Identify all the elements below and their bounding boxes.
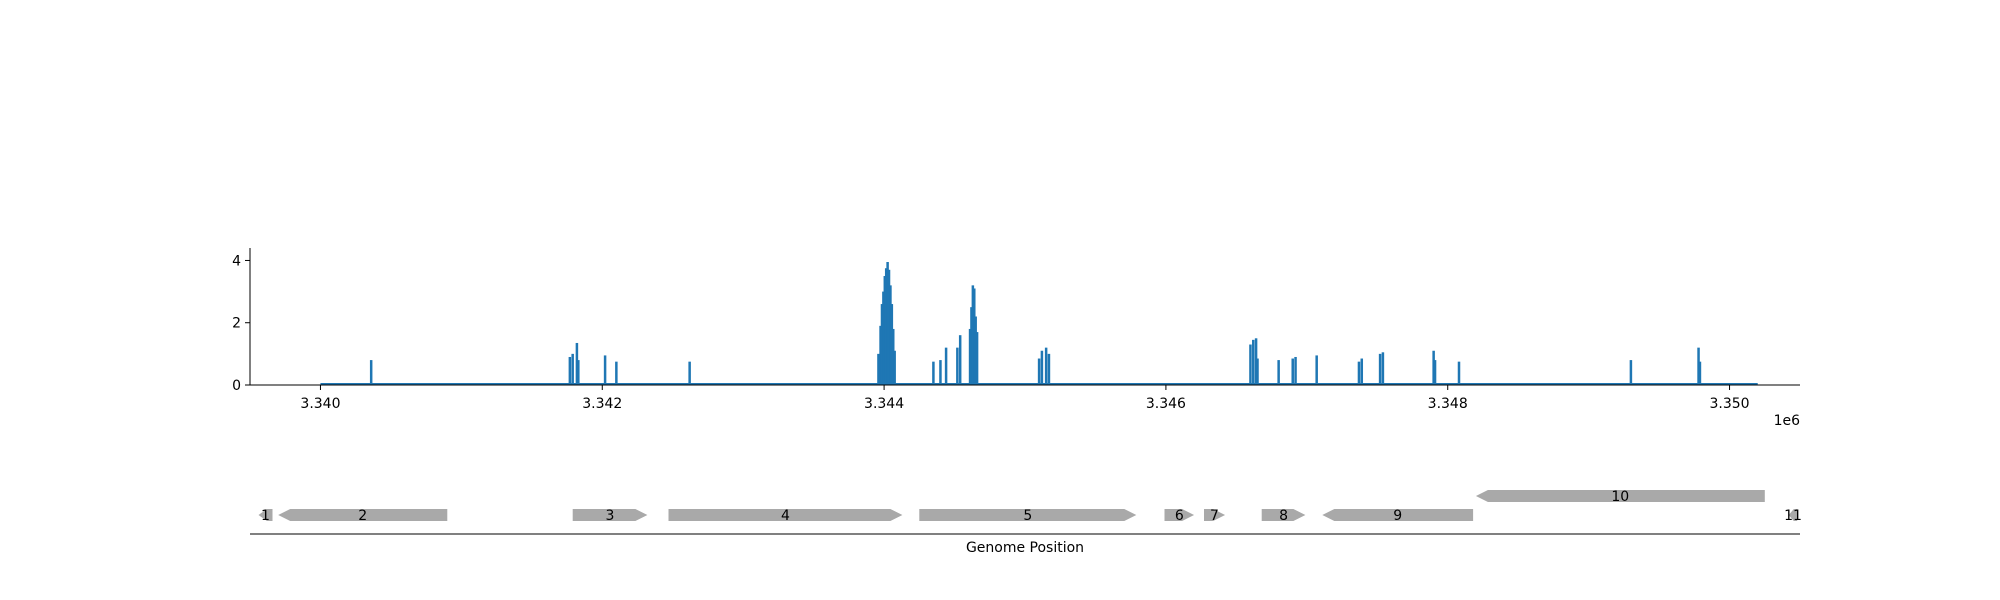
coverage-bar xyxy=(1047,353,1051,385)
gene-track-xlabel: Genome Position xyxy=(966,540,1084,556)
coverage-bar xyxy=(1252,339,1255,385)
coverage-bar xyxy=(884,268,888,385)
coverage-bar xyxy=(892,328,895,385)
coverage-bar xyxy=(577,360,580,385)
gene-feature xyxy=(1788,509,1798,521)
x-axis-offset-text: 1e6 xyxy=(1774,413,1801,429)
gene-feature-label: 2 xyxy=(358,508,367,524)
gene-feature-label: 11 xyxy=(1784,508,1802,524)
coverage-bar xyxy=(939,360,942,385)
gene-feature-label: 8 xyxy=(1279,508,1288,524)
gene-feature xyxy=(278,509,448,521)
coverage-bar xyxy=(1254,338,1258,385)
y-tick-label: 4 xyxy=(232,253,241,269)
coverage-bar xyxy=(890,304,894,385)
coverage-bars xyxy=(369,262,1702,385)
coverage-bar xyxy=(883,276,887,385)
coverage-bar xyxy=(956,347,959,385)
coverage-bar xyxy=(882,291,885,385)
gene-feature-label: 4 xyxy=(781,508,790,524)
coverage-bar xyxy=(932,361,935,385)
gene-feature xyxy=(1322,509,1474,521)
x-tick-label: 3.340 xyxy=(300,396,340,412)
gene-feature-label: 6 xyxy=(1175,508,1184,524)
coverage-bar xyxy=(1291,358,1294,385)
coverage-bar xyxy=(369,360,373,385)
gene-feature-label: 1 xyxy=(261,508,270,524)
gene-feature xyxy=(1261,509,1306,521)
coverage-bar xyxy=(893,350,896,385)
gene-feature xyxy=(1475,490,1765,502)
gene-feature xyxy=(572,509,648,521)
x-tick-label: 3.342 xyxy=(582,396,622,412)
coverage-bar xyxy=(1357,361,1361,385)
coverage-bar xyxy=(603,355,607,385)
coverage-bar xyxy=(568,356,572,385)
y-axis-ticks: 0 2 4 xyxy=(232,253,250,394)
gene-feature xyxy=(1164,509,1195,521)
y-tick-label: 0 xyxy=(232,378,241,394)
gene-track-panel: 1 2 3 4 5 6 7 8 9 10 11 Genome Position xyxy=(250,489,1802,556)
coverage-bar xyxy=(1697,347,1700,385)
coverage-bar xyxy=(1040,350,1044,385)
coverage-bar xyxy=(887,269,891,385)
coverage-bar xyxy=(1256,358,1259,385)
coverage-bar xyxy=(944,347,948,385)
coverage-bar xyxy=(973,288,976,385)
y-tick-label: 2 xyxy=(232,316,241,332)
x-tick-label: 3.350 xyxy=(1709,396,1749,412)
coverage-bar xyxy=(1433,360,1437,385)
coverage-bar xyxy=(1249,344,1252,385)
gene-feature xyxy=(668,509,903,521)
coverage-bar xyxy=(1294,356,1297,385)
coverage-bar xyxy=(1037,358,1041,385)
coverage-bar xyxy=(1698,361,1702,385)
gene-feature-label: 5 xyxy=(1023,508,1032,524)
coverage-bar xyxy=(970,307,973,385)
coverage-bar xyxy=(1629,360,1633,385)
gene-feature xyxy=(919,509,1137,521)
coverage-bar xyxy=(968,328,972,385)
gene-feature-label: 7 xyxy=(1210,508,1219,524)
coverage-panel: 0 2 4 3.340 3.342 3.344 3.346 3.348 3.350 1e6 xyxy=(232,248,1800,429)
coverage-bar xyxy=(958,335,962,385)
coverage-bar xyxy=(1457,361,1461,385)
coverage-bar xyxy=(615,361,618,385)
gene-feature-label: 10 xyxy=(1611,489,1629,505)
gene-features: 1 2 3 4 5 6 7 8 9 10 11 xyxy=(258,489,1802,524)
x-tick-label: 3.346 xyxy=(1146,396,1186,412)
coverage-bar xyxy=(1378,353,1382,385)
coverage-bar xyxy=(1277,360,1280,385)
x-tick-label: 3.344 xyxy=(864,396,904,412)
x-axis-ticks: 3.340 3.342 3.344 3.346 3.348 3.350 xyxy=(300,385,1750,412)
gene-feature xyxy=(258,509,273,521)
coverage-bar xyxy=(688,361,691,385)
coverage-bar xyxy=(971,285,975,385)
coverage-bar xyxy=(974,316,977,385)
gene-feature xyxy=(1204,509,1226,521)
coverage-bar xyxy=(886,262,889,385)
coverage-bar xyxy=(575,342,579,385)
coverage-bar xyxy=(880,304,884,385)
coverage-bar xyxy=(1432,350,1435,385)
gene-feature-label: 9 xyxy=(1393,508,1402,524)
coverage-bar xyxy=(571,353,574,385)
gene-feature-label: 3 xyxy=(606,508,615,524)
x-tick-label: 3.348 xyxy=(1428,396,1468,412)
coverage-bar xyxy=(1044,347,1048,385)
coverage-bar xyxy=(1315,355,1318,385)
coverage-bar xyxy=(1381,352,1385,385)
coverage-bar xyxy=(975,332,979,385)
coverage-bar xyxy=(1360,358,1364,385)
coverage-bar xyxy=(877,353,880,385)
coverage-bar xyxy=(879,325,882,385)
coverage-bar xyxy=(889,285,892,385)
